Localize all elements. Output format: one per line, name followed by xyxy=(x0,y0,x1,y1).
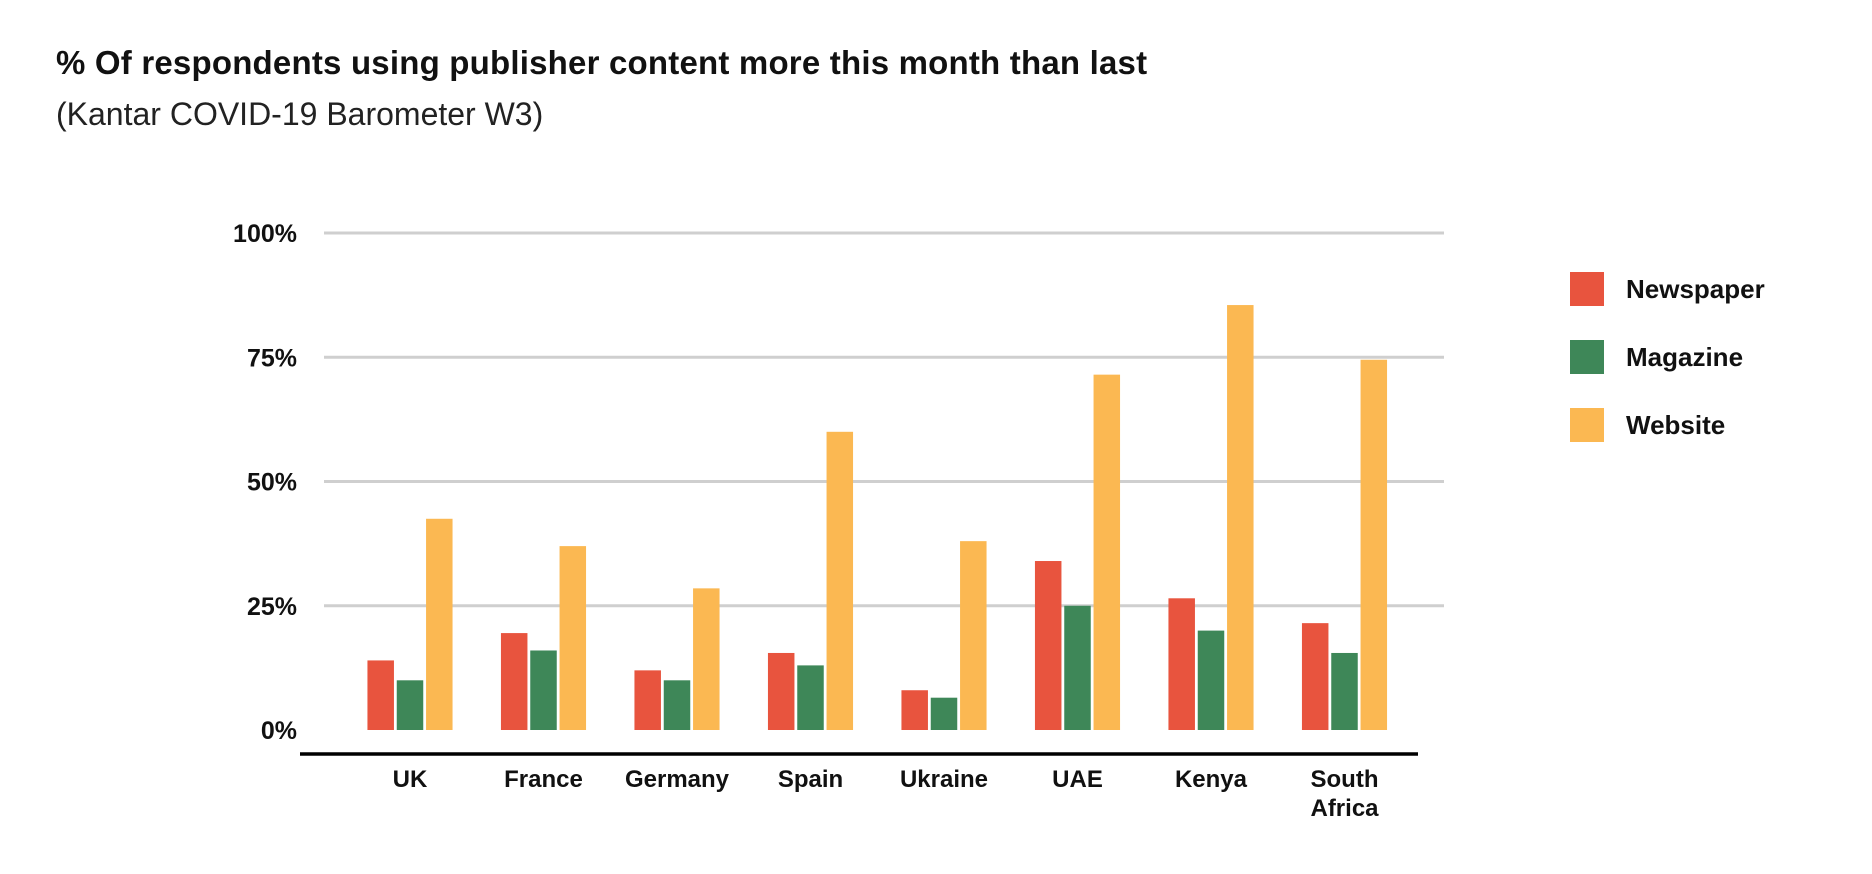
bar-newspaper-spain xyxy=(767,652,795,730)
bar-website-kenya xyxy=(1227,305,1254,730)
x-tick-label-ukraine: Ukraine xyxy=(900,766,988,793)
bar-newspaper-france xyxy=(500,633,528,730)
x-tick-label-spain: Spain xyxy=(778,766,843,793)
bar-website-ukraine xyxy=(960,541,987,730)
bar-magazine-south-africa xyxy=(1331,652,1358,730)
y-tick-label-100: 100% xyxy=(233,220,297,248)
bar-website-spain xyxy=(826,431,854,730)
x-tick-label-south-africa: South Africa xyxy=(1310,766,1379,822)
x-tick-label-uae: UAE xyxy=(1052,766,1103,793)
bar-website-uae xyxy=(1093,374,1121,730)
bar-newspaper-kenya xyxy=(1168,598,1195,730)
bar-magazine-kenya xyxy=(1197,630,1225,730)
chart-subtitle: (Kantar COVID-19 Barometer W3) xyxy=(56,96,544,132)
legend-label-website: Website xyxy=(1626,409,1726,440)
bars xyxy=(367,305,1388,730)
bar-magazine-ukraine xyxy=(930,697,958,730)
x-axis-labels: UK France Germany Spain Ukraine UAE Kenya South… xyxy=(393,766,1380,822)
bar-website-south-africa xyxy=(1360,359,1388,730)
bar-magazine-germany xyxy=(663,680,691,730)
legend-label-magazine: Magazine xyxy=(1626,341,1744,372)
legend: Newspaper Magazine Website xyxy=(1570,272,1765,442)
bar-magazine-france xyxy=(530,650,557,730)
y-axis-ticks: 0% 25% 50% 75% 100% xyxy=(233,220,297,745)
bar-website-germany xyxy=(693,588,720,730)
bar-magazine-spain xyxy=(797,665,824,730)
legend-swatch-website xyxy=(1570,408,1604,442)
legend-label-newspaper: Newspaper xyxy=(1626,273,1765,304)
x-tick-label-germany: Germany xyxy=(625,766,730,793)
legend-item-website: Website xyxy=(1570,408,1765,442)
y-tick-label-50: 50% xyxy=(247,469,297,497)
chart-title: % Of respondents using publisher content… xyxy=(56,44,1148,81)
bar-newspaper-uk xyxy=(367,660,394,730)
gridlines xyxy=(324,231,1444,608)
legend-item-newspaper: Newspaper xyxy=(1570,272,1765,306)
bar-magazine-uae xyxy=(1064,605,1091,730)
y-tick-label-25: 25% xyxy=(247,593,297,621)
bar-website-uk xyxy=(426,518,453,730)
bar-newspaper-germany xyxy=(634,670,661,730)
legend-swatch-newspaper xyxy=(1570,272,1604,306)
bar-website-france xyxy=(559,546,587,730)
y-tick-label-0: 0% xyxy=(261,717,297,745)
x-tick-label-france: France xyxy=(504,766,583,793)
bar-newspaper-uae xyxy=(1034,561,1062,730)
legend-item-magazine: Magazine xyxy=(1570,340,1765,374)
bar-newspaper-south-africa xyxy=(1301,623,1329,730)
x-tick-label-kenya: Kenya xyxy=(1175,766,1248,793)
legend-swatch-magazine xyxy=(1570,340,1604,374)
bar-newspaper-ukraine xyxy=(901,690,928,730)
x-tick-label-uk: UK xyxy=(393,766,428,793)
bar-magazine-uk xyxy=(396,680,424,730)
y-tick-label-75: 75% xyxy=(247,344,297,372)
